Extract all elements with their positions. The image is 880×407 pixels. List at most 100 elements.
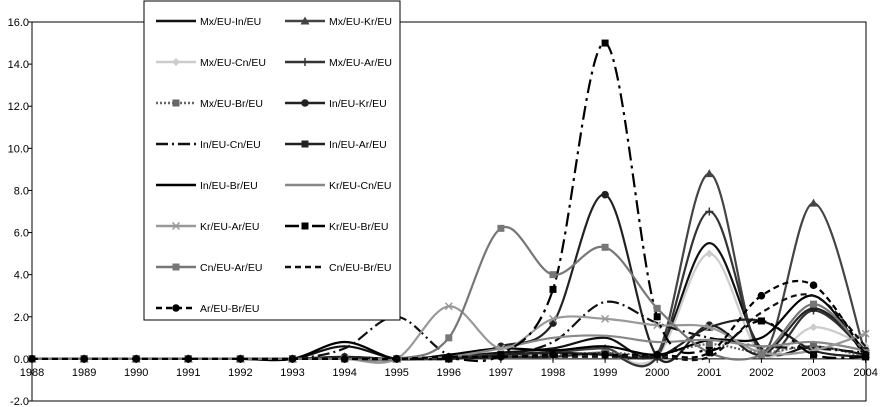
data-point [601,350,609,359]
data-point [705,207,714,216]
data-point [601,314,610,323]
legend-marker [301,99,309,107]
x-tick-label: 2003 [801,367,825,379]
data-point [601,190,609,199]
data-point [861,329,870,338]
legend-label: Ar/EU-Br/EU [200,303,260,315]
data-point [704,169,714,178]
legend-item: Mx/EU-Cn/EU [156,57,266,69]
data-point [497,224,505,232]
data-point [653,313,661,321]
legend-item: Ar/EU-Br/EU [156,303,260,315]
legend-label: In/EU-Ar/EU [329,139,387,151]
legend-item: Mx/EU-Kr/EU [285,16,392,28]
data-point [757,291,766,300]
x-tick-label: 1994 [332,367,356,379]
data-point [810,351,817,359]
legend-label: Mx/EU-Cn/EU [200,57,266,69]
legend-item: In/EU-Cn/EU [156,139,261,151]
data-point [444,302,453,311]
axes: -2.0 0.0 2.0 4.0 6.0 8.0 10.0 12.0 14.0 16.0 1988 1… [8,17,878,407]
data-point [861,350,870,359]
legend-label: In/EU-Cn/EU [200,139,261,151]
legend-marker [301,140,309,148]
legend-label: In/EU-Kr/EU [329,98,387,110]
y-tick-label: 12.0 [8,101,29,113]
legend-marker [301,58,309,66]
legend-item: Mx/EU-Ar/EU [285,57,392,69]
data-point [705,348,714,357]
x-tick-label: 2002 [749,367,773,379]
x-tick-label: 1995 [384,367,408,379]
data-point [653,304,661,312]
data-point [810,300,817,308]
data-point [810,342,817,350]
y-tick-label: 14.0 [8,59,29,71]
data-point [445,352,453,361]
data-point [236,355,245,363]
x-tick-label: 1988 [20,367,44,379]
y-tick-label: 0.0 [14,354,29,366]
legend-marker [172,58,180,66]
y-tick-label: 8.0 [14,185,29,197]
legend-marker [172,304,180,312]
x-tick-label: 1996 [437,367,461,379]
data-point [809,281,818,289]
x-tick-label: 1989 [72,367,96,379]
data-point [705,323,714,332]
data-point [601,243,609,251]
data-point [549,271,557,279]
legend-item: Cn/EU-Br/EU [285,262,391,274]
data-point [757,351,765,359]
data-point [809,198,818,207]
data-point [653,350,661,359]
y-tick-label: 4.0 [14,270,29,282]
legend-marker [171,221,181,231]
x-tick-label: 1993 [280,367,304,379]
data-point [705,249,714,258]
data-point [548,314,558,323]
legend-marker [172,99,180,107]
y-tick-label: 10.0 [8,143,29,155]
x-tick-label: 1991 [176,367,200,379]
legend-label: In/EU-Br/EU [200,180,258,192]
x-tick-label: 1990 [124,367,148,379]
legend-item: Mx/EU-Br/EU [156,98,263,110]
y-tick-label: 16.0 [8,17,29,29]
x-tick-label: 1999 [593,367,617,379]
legend-label: Mx/EU-Br/EU [200,98,263,110]
legend-label: Kr/EU-Br/EU [329,221,389,233]
data-point [549,285,557,293]
legend-item: In/EU-Ar/EU [285,139,387,151]
plot-area-frame [31,21,867,402]
data-point [601,39,609,47]
data-point [80,355,88,363]
legend-marker [301,222,309,230]
legend-item: Cn/EU-Ar/EU [156,262,262,274]
data-point [445,334,453,342]
legend: Mx/EU-In/EU Mx/EU-Kr/EU Mx/EU-Cn/EU Mx/EU-A… [143,0,401,321]
data-point [28,355,36,363]
legend-label: Kr/EU-Cn/EU [329,180,391,192]
series-ar-eu-br-eu [28,280,870,363]
y-tick-label: 6.0 [14,228,29,240]
data-point [757,317,765,325]
legend-label: Mx/EU-In/EU [200,16,261,28]
data-point [497,352,505,361]
legend-item: Mx/EU-In/EU [156,16,261,28]
data-point [653,321,662,330]
legend-label: Cn/EU-Br/EU [329,262,391,274]
y-tick-label: 2.0 [14,312,29,324]
x-tick-label: 2004 [853,367,877,379]
data-point [705,340,713,348]
legend-marker [300,16,310,25]
x-tick-label: 1992 [228,367,252,379]
data-point [496,344,505,353]
data-point [809,323,818,332]
legend-item: Kr/EU-Cn/EU [285,180,391,192]
legend-item: Kr/EU-Br/EU [285,221,389,233]
legend-label: Kr/EU-Ar/EU [200,221,260,233]
data-point [132,355,140,363]
data-point [340,355,349,363]
